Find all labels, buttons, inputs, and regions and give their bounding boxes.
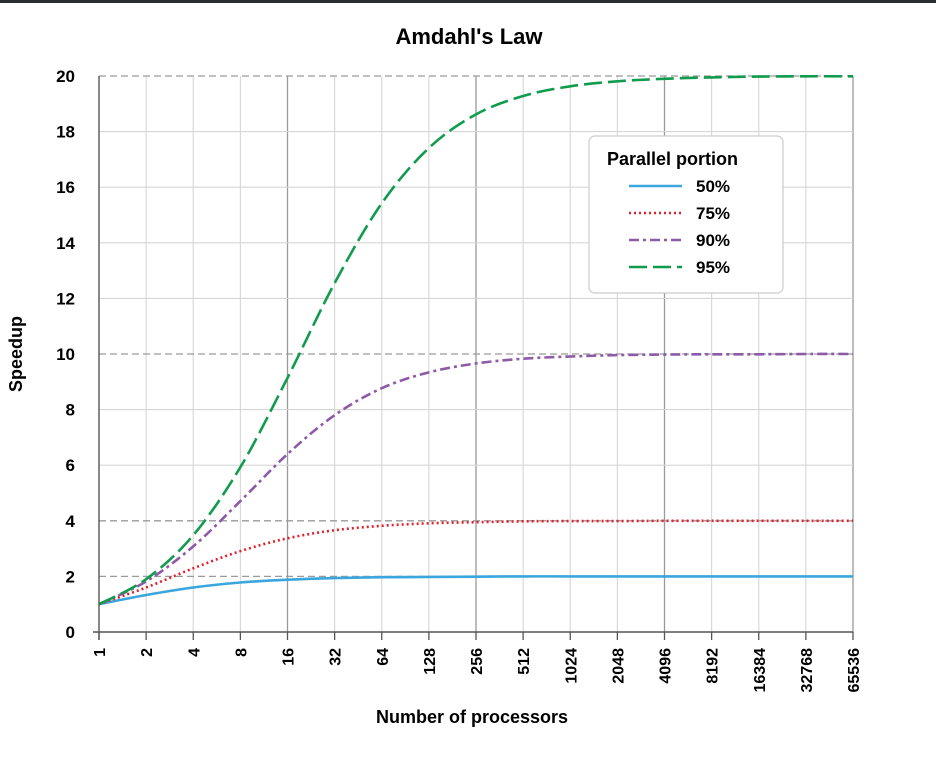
x-tick-label: 4 [186, 648, 203, 657]
legend-entry: 75% [696, 204, 730, 223]
series-line-75pct [98, 519, 853, 606]
x-tick-label: 2048 [610, 648, 627, 684]
y-tick-label: 2 [66, 567, 75, 586]
x-tick-label: 64 [375, 648, 392, 666]
x-tick-label: 16 [281, 648, 298, 666]
y-tick-label: 12 [56, 289, 75, 308]
x-tick-label: 1 [92, 648, 109, 657]
chart-title: Amdahl's Law [395, 24, 543, 49]
y-tick-label: 16 [56, 178, 75, 197]
y-tick-label: 0 [66, 623, 75, 642]
y-tick-label: 10 [56, 345, 75, 364]
y-tick-label: 4 [66, 512, 76, 531]
y-tick-labels: 0 2 4 6 8 10 12 14 16 18 20 [56, 67, 75, 642]
y-tick-label: 18 [56, 123, 75, 142]
x-tick-label: 8 [233, 648, 250, 657]
axes [93, 76, 854, 640]
y-axis-label: Speedup [6, 316, 26, 392]
series-line-50pct [98, 575, 853, 606]
x-tick-label: 2 [139, 648, 156, 657]
x-tick-label: 16384 [752, 648, 769, 693]
legend-entry: 50% [696, 177, 730, 196]
x-tick-label: 32 [328, 648, 345, 666]
x-tick-label: 512 [516, 648, 533, 675]
series-line-95pct [98, 74, 854, 606]
legend-entry: 90% [696, 231, 730, 250]
x-tick-label: 65536 [846, 648, 863, 693]
x-tick-label: 32768 [799, 648, 816, 693]
y-tick-label: 20 [56, 67, 75, 86]
legend-entry: 95% [696, 258, 730, 277]
series-layer [98, 74, 854, 606]
legend-title: Parallel portion [607, 149, 738, 169]
x-tick-labels: 1 2 4 8 16 32 64 128 256 512 1024 2048 4096 8192 16384… [92, 648, 863, 693]
series-line-90pct [98, 352, 854, 606]
legend-box [588, 135, 784, 294]
y-tick-label: 8 [66, 401, 75, 420]
top-border [0, 0, 936, 3]
x-axis-label: Number of processors [376, 707, 568, 727]
legend: Parallel portion 50% 75% 90% 95% [588, 135, 784, 294]
x-tick-label: 1024 [563, 648, 580, 684]
y-tick-label: 14 [56, 234, 75, 253]
x-tick-label: 256 [469, 648, 486, 675]
legend-items: 50% 75% 90% 95% [629, 177, 730, 277]
x-tick-label: 4096 [658, 648, 675, 684]
y-tick-label: 6 [66, 456, 75, 475]
x-tick-label: 128 [422, 648, 439, 675]
x-tick-label: 8192 [705, 648, 722, 684]
